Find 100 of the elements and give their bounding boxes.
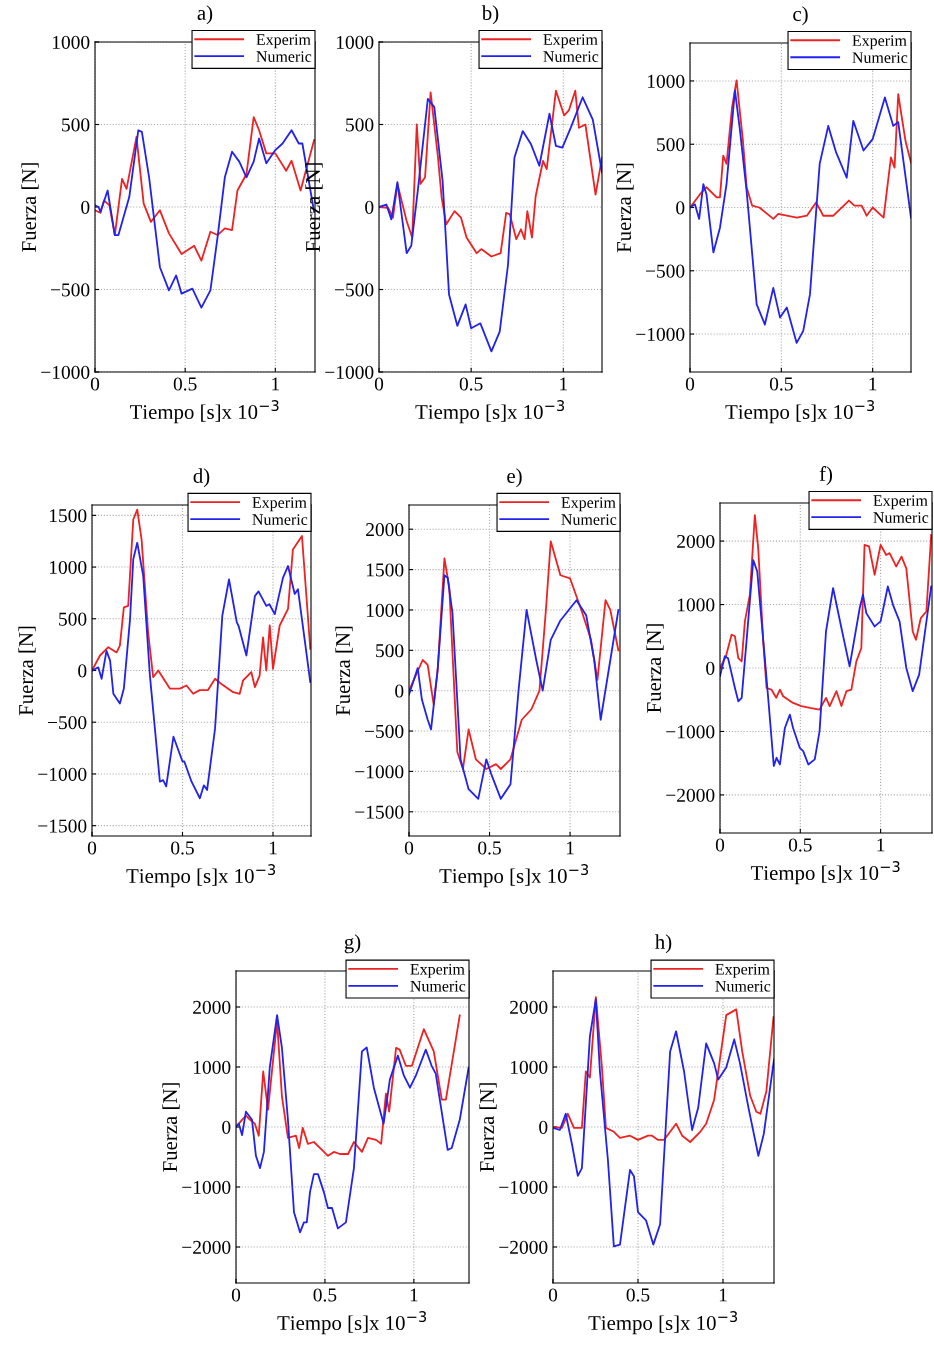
y-tick-label: 500 xyxy=(376,644,404,658)
x-tick-label: 0.5 xyxy=(478,841,501,855)
x-axis-title: Tiempo [s]x 10$^{−3}$ xyxy=(415,400,565,424)
y-tick-label: 0 xyxy=(78,664,87,678)
x-tick-label: 0.5 xyxy=(459,377,483,391)
x-tick-label: 0.5 xyxy=(788,838,812,852)
line-series xyxy=(690,89,911,344)
x-tick-label: 0.5 xyxy=(769,377,793,391)
y-tick-label: 1000 xyxy=(49,560,87,574)
legend-label: Numeric xyxy=(852,52,908,63)
y-tick-label: 0 xyxy=(365,200,374,214)
x-axis-title: Tiempo [s]x 10$^{−3}$ xyxy=(277,1311,427,1335)
chart-title: d) xyxy=(193,468,210,488)
line-series xyxy=(720,514,932,711)
legend-label: Numeric xyxy=(252,514,308,525)
x-tick-label: 1 xyxy=(272,377,280,391)
line-series xyxy=(409,540,620,770)
chart-title: h) xyxy=(655,934,672,954)
x-axis-title: Tiempo [s]x 10$^{−3}$ xyxy=(439,864,589,888)
y-tick-label: −1500 xyxy=(38,819,87,833)
y-tick-label: −1000 xyxy=(325,365,374,379)
y-tick-label: −500 xyxy=(645,264,685,278)
y-tick-label: 1500 xyxy=(366,563,404,577)
y-tick-label: −2000 xyxy=(182,1240,231,1254)
legend-label: Experim xyxy=(543,34,598,49)
y-axis-title: Fuerza [N] xyxy=(646,624,664,713)
line-series xyxy=(553,998,774,1248)
y-tick-label: 500 xyxy=(346,118,374,132)
line-series xyxy=(236,1014,469,1234)
x-tick-label: 1 xyxy=(410,1288,418,1302)
x-axis-title: Tiempo [s]x 10$^{−3}$ xyxy=(129,400,279,424)
x-tick-label: 1 xyxy=(877,838,885,852)
y-tick-label: −1500 xyxy=(355,805,404,819)
x-tick-label: 1 xyxy=(869,377,877,391)
legend-label: Experim xyxy=(561,497,616,512)
legend-label: Numeric xyxy=(715,980,771,992)
legend-label: Experim xyxy=(256,34,311,49)
x-tick-label: 0.5 xyxy=(626,1288,650,1302)
y-tick-label: −2000 xyxy=(666,788,715,802)
y-tick-label: −1000 xyxy=(38,767,87,781)
legend-label: Experim xyxy=(852,35,907,50)
x-tick-label: 0 xyxy=(404,841,414,855)
line-series xyxy=(553,996,774,1143)
y-tick-label: 0 xyxy=(539,1120,548,1134)
legend-label: Numeric xyxy=(410,980,466,992)
y-tick-label: −500 xyxy=(50,283,90,297)
x-tick-label: 0 xyxy=(90,377,100,391)
chart-title: c) xyxy=(793,6,808,26)
x-tick-label: 0 xyxy=(548,1288,558,1302)
legend-label: Experim xyxy=(252,497,307,512)
line-series xyxy=(236,1014,461,1157)
x-tick-label: 1 xyxy=(566,841,574,855)
x-tick-label: 0.5 xyxy=(171,841,194,855)
legend-label: Numeric xyxy=(256,51,312,62)
y-tick-label: 1000 xyxy=(677,598,715,612)
y-axis-title: Fuerza [N] xyxy=(479,1083,497,1172)
line-series xyxy=(690,79,911,220)
y-tick-label: −500 xyxy=(47,716,87,730)
x-tick-label: 0.5 xyxy=(313,1288,337,1302)
chart-title: b) xyxy=(481,5,499,25)
y-tick-label: 500 xyxy=(62,118,90,132)
y-tick-label: −2000 xyxy=(499,1240,548,1254)
x-tick-label: 0 xyxy=(231,1288,241,1302)
legend-label: Numeric xyxy=(543,51,599,62)
y-tick-label: 2000 xyxy=(677,534,715,549)
chart-title: e) xyxy=(507,468,522,488)
x-axis-title: Tiempo [s]x 10$^{−3}$ xyxy=(750,861,900,885)
y-tick-label: −500 xyxy=(334,283,374,297)
legend-label: Experim xyxy=(715,963,770,978)
line-series xyxy=(720,559,932,767)
y-tick-label: 0 xyxy=(706,661,715,675)
legend-label: Experim xyxy=(873,495,928,510)
y-tick-label: −1000 xyxy=(666,725,715,739)
x-axis-title: Tiempo [s]x 10$^{−3}$ xyxy=(588,1311,738,1335)
line-series xyxy=(92,541,311,800)
x-tick-label: 0 xyxy=(715,838,725,852)
y-axis-title: Fuerza [N] xyxy=(21,163,39,252)
y-tick-label: 1000 xyxy=(647,74,685,88)
y-tick-label: −1000 xyxy=(636,327,685,341)
y-tick-label: 1000 xyxy=(193,1060,231,1074)
y-tick-label: 1000 xyxy=(52,35,90,49)
y-axis-title: Fuerza [N] xyxy=(18,626,36,716)
y-tick-label: −1000 xyxy=(355,765,404,779)
line-series xyxy=(409,574,620,800)
y-tick-label: −1000 xyxy=(41,365,90,379)
x-axis-title: Tiempo [s]x 10$^{−3}$ xyxy=(126,864,276,888)
y-tick-label: 0 xyxy=(81,200,90,214)
y-tick-label: −1000 xyxy=(182,1180,231,1194)
x-tick-label: 1 xyxy=(719,1288,727,1302)
y-tick-label: 1000 xyxy=(366,603,404,617)
y-tick-label: 1000 xyxy=(510,1060,548,1074)
x-tick-label: 0.5 xyxy=(173,377,197,391)
y-tick-label: 0 xyxy=(222,1120,231,1134)
y-tick-label: 0 xyxy=(395,684,404,698)
x-tick-label: 1 xyxy=(560,377,567,391)
chart-title: g) xyxy=(344,934,361,954)
y-tick-label: −1000 xyxy=(499,1180,548,1194)
line-series xyxy=(379,96,602,353)
y-tick-label: 2000 xyxy=(366,523,404,537)
y-axis-title: Fuerza [N] xyxy=(335,626,353,716)
